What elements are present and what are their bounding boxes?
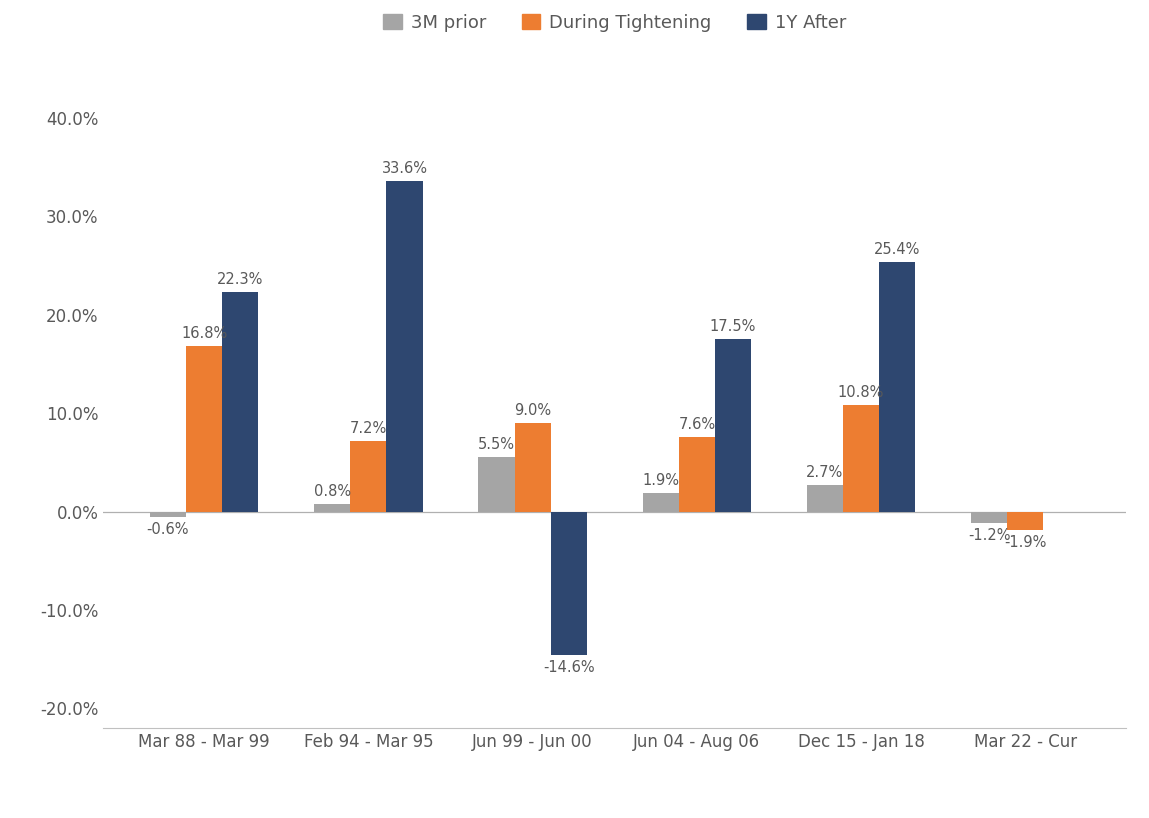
Bar (350, 441, 386, 511)
Bar (314, 504, 350, 511)
Text: 7.2%: 7.2% (349, 420, 387, 436)
Bar (807, 485, 843, 511)
Bar (879, 262, 916, 511)
Bar (1008, 511, 1043, 530)
Bar (843, 405, 879, 511)
Bar (478, 457, 515, 511)
Bar (386, 181, 423, 511)
Bar (715, 339, 751, 511)
Text: 2.7%: 2.7% (807, 465, 843, 480)
Text: 0.8%: 0.8% (314, 483, 350, 499)
Text: -1.9%: -1.9% (1004, 535, 1047, 551)
Text: 5.5%: 5.5% (478, 438, 515, 452)
Legend: 3M prior, During Tightening, 1Y After: 3M prior, During Tightening, 1Y After (376, 7, 854, 38)
Text: -14.6%: -14.6% (543, 660, 594, 675)
Text: -1.2%: -1.2% (967, 528, 1010, 543)
Text: 7.6%: 7.6% (678, 417, 716, 432)
Bar (186, 346, 222, 511)
Bar (550, 511, 587, 655)
Text: 9.0%: 9.0% (514, 403, 552, 418)
Text: 10.8%: 10.8% (838, 385, 885, 400)
Bar (149, 511, 186, 518)
Bar (679, 437, 715, 511)
Text: 22.3%: 22.3% (217, 272, 263, 287)
Text: 1.9%: 1.9% (642, 473, 679, 488)
Text: 16.8%: 16.8% (182, 326, 228, 341)
Text: 33.6%: 33.6% (381, 161, 427, 176)
Text: -0.6%: -0.6% (147, 523, 190, 537)
Text: 25.4%: 25.4% (874, 241, 920, 257)
Bar (642, 492, 679, 511)
Bar (971, 511, 1008, 524)
Bar (222, 292, 259, 511)
Bar (515, 423, 550, 511)
Text: 17.5%: 17.5% (710, 319, 756, 335)
